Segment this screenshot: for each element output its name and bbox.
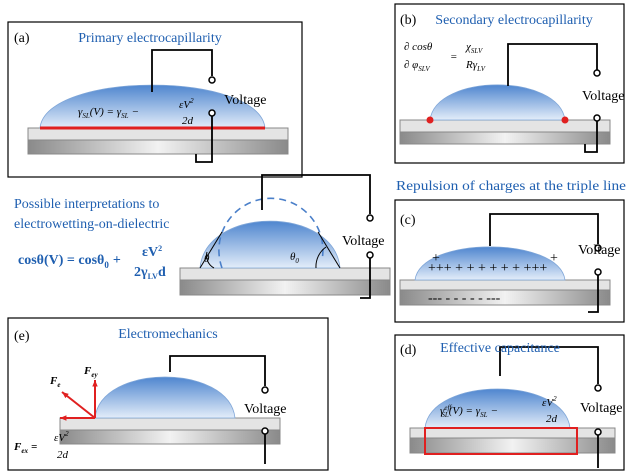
f: 2 xyxy=(158,244,162,253)
panel-title: Repulsion of charges at the triple line xyxy=(396,179,626,194)
voltage-label: Voltage xyxy=(244,402,287,417)
arrow-head xyxy=(92,380,97,386)
charges: --- - - - - - --- xyxy=(428,291,501,306)
terminal xyxy=(595,269,601,275)
f: + xyxy=(113,253,121,268)
wire xyxy=(262,175,370,214)
charges: +++ + + + + + + +++ xyxy=(428,261,547,276)
f: 2 xyxy=(65,430,69,438)
contact-point xyxy=(427,117,434,124)
wire xyxy=(508,44,597,86)
f: 2γ xyxy=(134,265,148,280)
voltage-label: Voltage xyxy=(342,234,385,249)
f: cosθ(V) = cosθ xyxy=(18,253,104,268)
electrode xyxy=(400,132,610,144)
f: 2 xyxy=(553,395,557,403)
formula: 2γLVd xyxy=(134,265,166,281)
formula: Fex= xyxy=(13,441,37,455)
f: SL xyxy=(441,411,449,419)
shapes xyxy=(8,4,624,470)
f: d xyxy=(158,265,166,280)
panel-label: (b) xyxy=(400,13,417,28)
electrode xyxy=(28,140,288,154)
panel-label: (c) xyxy=(400,213,416,228)
panel-title: Effective capacitance xyxy=(440,341,560,356)
dielectric xyxy=(60,418,280,430)
f: ey xyxy=(91,371,98,379)
f: (V) = γ xyxy=(90,106,122,118)
f: LV xyxy=(148,272,159,281)
f: SLV xyxy=(418,65,430,73)
voltage-label: Voltage xyxy=(224,93,267,108)
dielectric xyxy=(28,128,288,140)
terminal xyxy=(367,252,373,258)
formula: 2d xyxy=(546,413,558,425)
dielectric xyxy=(410,428,615,438)
formula: = xyxy=(450,51,457,63)
panel-label: (a) xyxy=(14,31,30,46)
f: Rγ xyxy=(465,59,478,71)
formula: ∂ φSLV xyxy=(404,59,430,73)
formula: 2d xyxy=(182,115,194,127)
force: Fey xyxy=(83,365,98,379)
f: 2 xyxy=(190,97,194,105)
terminal xyxy=(595,385,601,391)
f: − xyxy=(490,405,497,417)
voltage-label: Voltage xyxy=(578,243,621,258)
f: ex xyxy=(21,447,28,455)
panel-title: Secondary electrocapillarity xyxy=(435,13,592,28)
formula: χSLV xyxy=(465,41,483,55)
droplet xyxy=(200,221,340,268)
f: ∂ φ xyxy=(404,59,418,71)
angle: θ xyxy=(204,253,210,265)
terminal xyxy=(262,387,268,393)
charges: + xyxy=(550,251,558,266)
formula: εV2 xyxy=(142,244,162,260)
dielectric xyxy=(180,268,390,280)
dielectric xyxy=(400,280,610,290)
panel-label: (d) xyxy=(400,343,417,358)
f: εV xyxy=(142,245,158,260)
contact-point xyxy=(562,117,569,124)
terminal xyxy=(594,115,600,121)
wire xyxy=(490,214,598,246)
f: SL xyxy=(82,112,90,120)
panel-title: Electromechanics xyxy=(118,327,218,342)
center-title: electrowetting-on-dielectric xyxy=(14,217,169,232)
f: SLV xyxy=(471,47,483,55)
f: LV xyxy=(476,65,486,73)
f: − xyxy=(131,106,138,118)
f: (V) = γ xyxy=(449,405,481,417)
f: SL xyxy=(121,112,129,120)
voltage-label: Voltage xyxy=(582,89,625,104)
f: SL xyxy=(480,411,488,419)
formula: 2d xyxy=(57,449,69,461)
panel-label: (e) xyxy=(14,329,30,344)
electrode xyxy=(180,280,390,295)
voltage-label: Voltage xyxy=(580,401,623,416)
droplet xyxy=(95,377,235,418)
terminal xyxy=(595,429,601,435)
terminal xyxy=(262,428,268,434)
f: = xyxy=(31,441,37,453)
panel-title: Primary electrocapillarity xyxy=(78,31,221,46)
f: 0 xyxy=(104,260,109,270)
terminal xyxy=(594,70,600,76)
force: Fe xyxy=(49,375,60,389)
droplet xyxy=(430,85,565,120)
electrode xyxy=(60,430,280,444)
terminal xyxy=(367,215,373,221)
terminal xyxy=(209,110,215,116)
formula: cosθ(V) = cosθ0 + xyxy=(18,253,121,270)
formula: RγLV xyxy=(465,59,486,73)
figure: (a) Primary electrocapillarity Voltage γ… xyxy=(0,0,629,476)
f: 0 xyxy=(295,257,299,265)
formula: ∂ cosθ xyxy=(404,41,433,53)
terminal xyxy=(209,77,215,83)
center-title: Possible interpretations to xyxy=(14,197,159,212)
f: e xyxy=(57,381,60,389)
electrode xyxy=(410,438,615,453)
